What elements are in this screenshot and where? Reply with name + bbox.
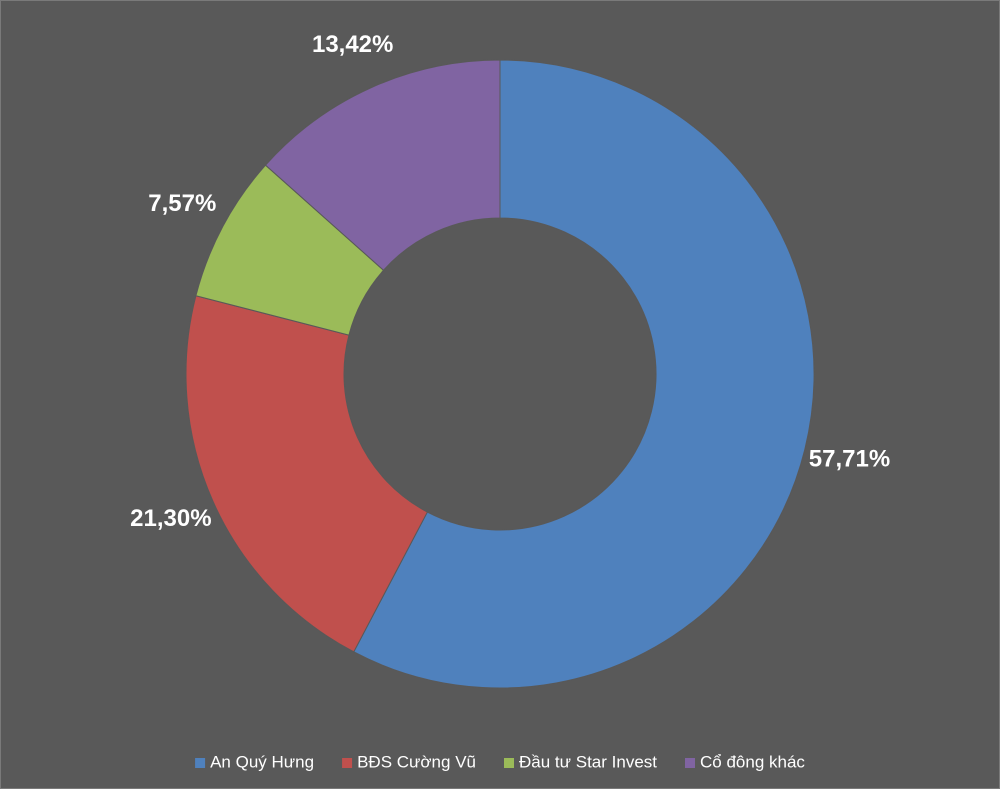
legend-marker (342, 758, 353, 768)
legend-label: Cổ đông khác (700, 752, 805, 771)
slice (264, 59, 501, 271)
data-label: 7,57% (148, 190, 216, 217)
legend-label: Đầu tư Star Invest (519, 752, 657, 771)
legend-label: BĐS Cường Vũ (357, 752, 476, 771)
data-label: 57,71% (809, 446, 890, 473)
slice (353, 59, 815, 689)
data-label: 13,42% (312, 31, 393, 58)
data-label: 21,30% (130, 505, 211, 532)
slice (185, 295, 429, 653)
legend-marker (504, 758, 514, 768)
legend-label: An Quý Hưng (210, 752, 314, 771)
legend-marker (195, 758, 206, 768)
legend-marker (685, 758, 695, 768)
legend: An Quý Hưng BĐS Cường Vũ Đầu tư Star Inves… (195, 752, 805, 771)
